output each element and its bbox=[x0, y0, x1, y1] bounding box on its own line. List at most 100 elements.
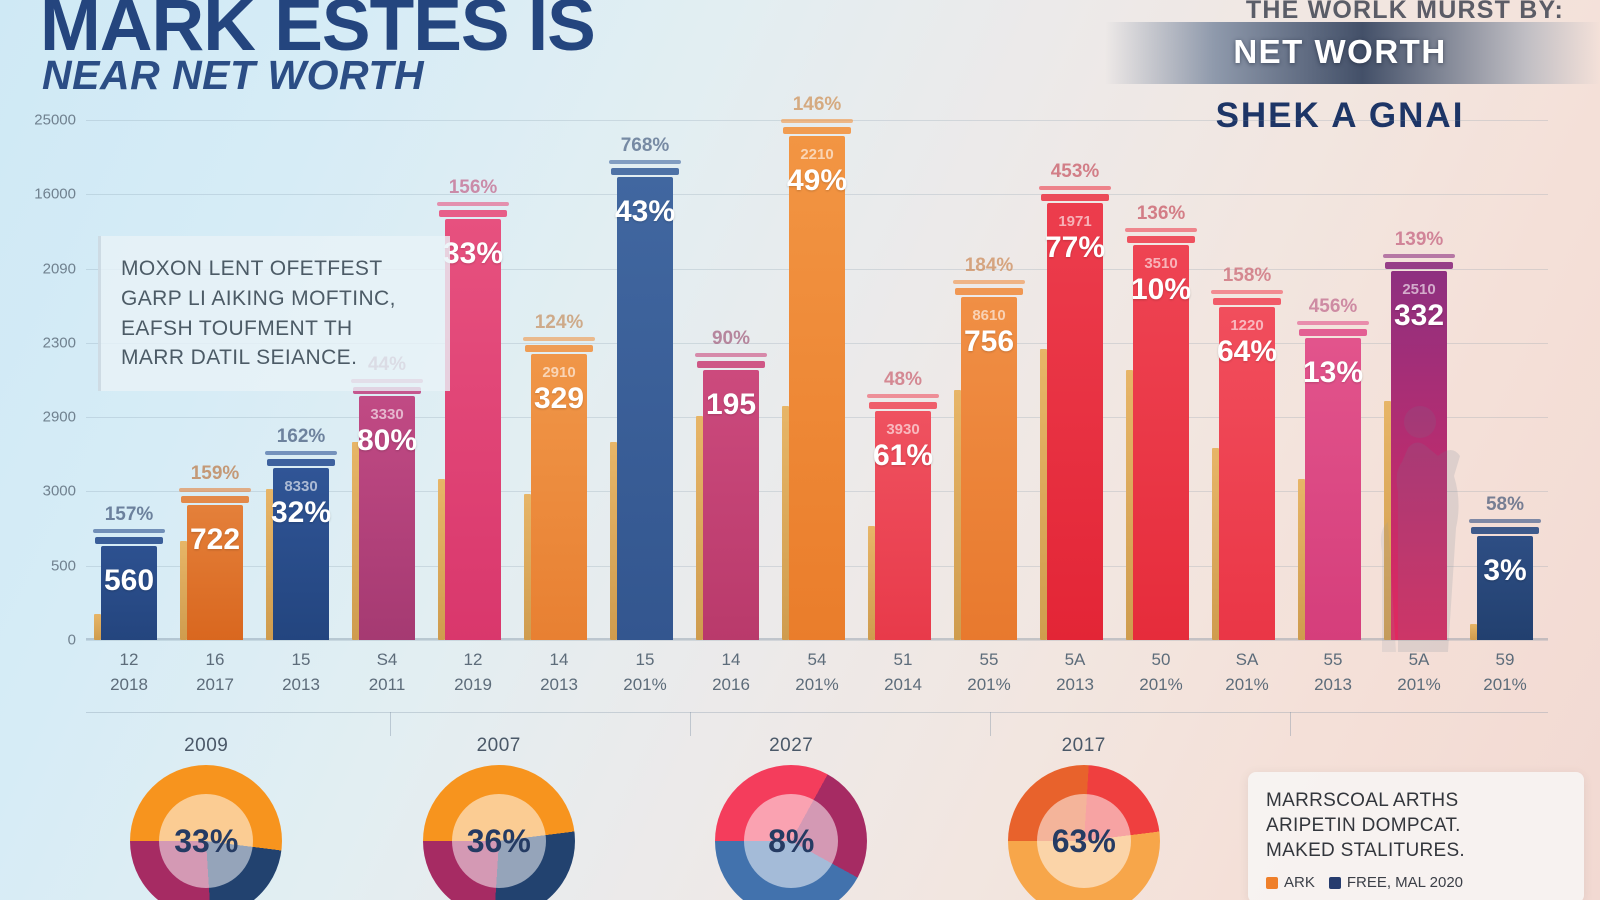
bar-value-label: 3% bbox=[1483, 554, 1527, 587]
secondary-bar bbox=[696, 416, 703, 640]
bar-cap bbox=[181, 495, 249, 503]
x-axis-tick-label: 12 2019 bbox=[430, 648, 516, 697]
bar-slot[interactable]: 162% 8330 32% bbox=[258, 120, 344, 640]
bar[interactable]: 768% 43% bbox=[609, 135, 681, 640]
bar[interactable]: 48% 3930 61% bbox=[867, 369, 939, 640]
bar-value-label: 77% bbox=[1044, 231, 1106, 265]
bar-slot[interactable]: 146% 2210 49% bbox=[774, 94, 860, 640]
bar-cap-top bbox=[437, 201, 509, 206]
x-axis-tick-bottom: 201% bbox=[967, 674, 1011, 694]
bar[interactable]: 136% 3510 10% bbox=[1125, 203, 1197, 640]
bar-slot[interactable]: 157% 560 bbox=[86, 120, 172, 640]
donut-chart[interactable]: 2027 8% bbox=[645, 735, 938, 900]
secondary-bar bbox=[438, 478, 445, 640]
bar-cap bbox=[869, 402, 937, 410]
legend-label: ARK bbox=[1284, 874, 1315, 892]
x-axis-tick-top: 16 bbox=[205, 650, 225, 669]
donut-chart[interactable]: 2009 33% bbox=[60, 735, 353, 900]
bar-secondary-label: 8330 bbox=[284, 478, 318, 496]
bar-slot[interactable]: 156% 33% bbox=[430, 120, 516, 640]
x-axis-tick-bottom: 2017 bbox=[196, 674, 234, 694]
bar-value-label: 13% bbox=[1302, 356, 1364, 390]
bar[interactable]: 157% 560 bbox=[93, 504, 165, 640]
y-axis-tick-label: 25000 bbox=[34, 111, 76, 129]
x-axis-tick-bottom: 2013 bbox=[540, 674, 578, 694]
bar[interactable]: 159% 722 bbox=[179, 463, 251, 640]
bar-cap-top bbox=[609, 160, 681, 165]
bar-top-percent-label: 90% bbox=[711, 327, 751, 349]
bar-cap bbox=[1213, 298, 1281, 306]
bar-slot[interactable]: 48% 3930 61% bbox=[860, 120, 946, 640]
x-axis-tick-label: 14 2013 bbox=[516, 648, 602, 697]
y-axis-tick-label: 2900 bbox=[42, 408, 76, 426]
bar-top-percent-label: 184% bbox=[964, 254, 1014, 276]
bar-slot[interactable]: 58% 3% bbox=[1462, 120, 1548, 640]
divider-tick bbox=[690, 712, 691, 736]
bar-cap-top bbox=[523, 337, 595, 341]
footer-note-line-3: MAKED STALITURES. bbox=[1266, 840, 1466, 862]
bar[interactable]: 146% 2210 49% bbox=[781, 94, 853, 640]
bar[interactable]: 139% 2510 332 bbox=[1383, 229, 1455, 640]
bar-slot[interactable]: 158% 1220 64% bbox=[1204, 120, 1290, 640]
bar[interactable]: 456% 13% bbox=[1297, 296, 1369, 640]
bar-slot[interactable]: 184% 8610 756 bbox=[946, 120, 1032, 640]
donut-chart[interactable]: 2017 63% bbox=[938, 735, 1231, 900]
x-axis-tick-label: 54 201% bbox=[774, 648, 860, 697]
x-axis-tick-bottom: 201% bbox=[1397, 674, 1441, 694]
bar-value-label: 43% bbox=[614, 195, 676, 229]
x-axis-tick-top: 50 bbox=[1151, 650, 1171, 669]
bar-cap bbox=[955, 287, 1023, 295]
bar-slot[interactable]: 456% 13% bbox=[1290, 120, 1376, 640]
secondary-bar bbox=[868, 525, 875, 640]
bar[interactable]: 156% 33% bbox=[437, 177, 509, 640]
donut-year-label: 2009 bbox=[184, 735, 229, 756]
bar[interactable]: 158% 1220 64% bbox=[1211, 265, 1283, 640]
header-band-label: NET WORTH bbox=[1233, 33, 1447, 70]
bar[interactable]: 58% 3% bbox=[1469, 494, 1541, 640]
bar-top-percent-label: 158% bbox=[1222, 265, 1272, 287]
x-axis-tick-label: 5A 2013 bbox=[1032, 648, 1118, 697]
bar-value-label: 332 bbox=[1393, 298, 1445, 332]
donut-year-label: 2027 bbox=[769, 735, 814, 756]
secondary-bar bbox=[524, 494, 531, 640]
bar[interactable]: 124% 2910 329 bbox=[523, 312, 595, 640]
bar-value-label: 560 bbox=[103, 564, 155, 598]
secondary-bar bbox=[954, 390, 961, 640]
legend-label: FREE, MAL 2020 bbox=[1346, 874, 1464, 892]
callout-line-2: GARP LI AIKING MOFTINC, bbox=[121, 286, 396, 310]
bar-cap-top bbox=[265, 451, 337, 456]
bar-slot[interactable]: 136% 3510 10% bbox=[1118, 120, 1204, 640]
bar-secondary-label: 2510 bbox=[1402, 280, 1436, 298]
bar-cap-top bbox=[93, 529, 165, 534]
bar-value-label: 756 bbox=[963, 324, 1015, 358]
x-axis-tick-label: 15 201% bbox=[602, 648, 688, 697]
bar-slot[interactable]: 159% 722 bbox=[172, 120, 258, 640]
x-axis-tick-top: 12 bbox=[119, 650, 139, 669]
divider-tick bbox=[1290, 712, 1291, 736]
bar-slot[interactable]: 768% 43% bbox=[602, 120, 688, 640]
bar-top-percent-label: 157% bbox=[104, 504, 154, 526]
bar-cap bbox=[525, 345, 593, 352]
bar-slot[interactable]: 124% 2910 329 bbox=[516, 120, 602, 640]
x-axis-tick-labels: 12 2018 16 2017 15 2013 S4 2011 12 2019 14 2013 15 20… bbox=[86, 648, 1548, 697]
bar-top-percent-label: 58% bbox=[1485, 494, 1525, 515]
footer-note-box: MARRSCOAL ARTHS ARIPETIN DOMPCAT. MAKED … bbox=[1248, 772, 1584, 900]
bar[interactable]: 453% 1971 77% bbox=[1039, 161, 1111, 640]
bar-slot[interactable]: 139% 2510 332 bbox=[1376, 120, 1462, 640]
bar[interactable]: 184% 8610 756 bbox=[953, 255, 1025, 640]
bar[interactable]: 90% 195 bbox=[695, 328, 767, 640]
bar-slot[interactable]: 90% 195 bbox=[688, 120, 774, 640]
donut-chart[interactable]: 2007 36% bbox=[353, 735, 646, 900]
bar[interactable]: 162% 8330 32% bbox=[265, 426, 337, 640]
bar-slot[interactable]: 453% 1971 77% bbox=[1032, 120, 1118, 640]
bar-top-percent-label: 456% bbox=[1308, 296, 1358, 318]
secondary-bar bbox=[180, 541, 187, 640]
x-axis-tick-bottom: 2014 bbox=[884, 674, 922, 694]
bar-secondary-label: 2210 bbox=[800, 145, 834, 163]
secondary-bar bbox=[610, 442, 617, 640]
bar-value-label: 49% bbox=[786, 163, 848, 197]
x-axis-tick-label: 50 201% bbox=[1118, 648, 1204, 697]
bar-cap bbox=[783, 126, 851, 134]
x-axis-tick-top: 55 bbox=[979, 650, 999, 669]
